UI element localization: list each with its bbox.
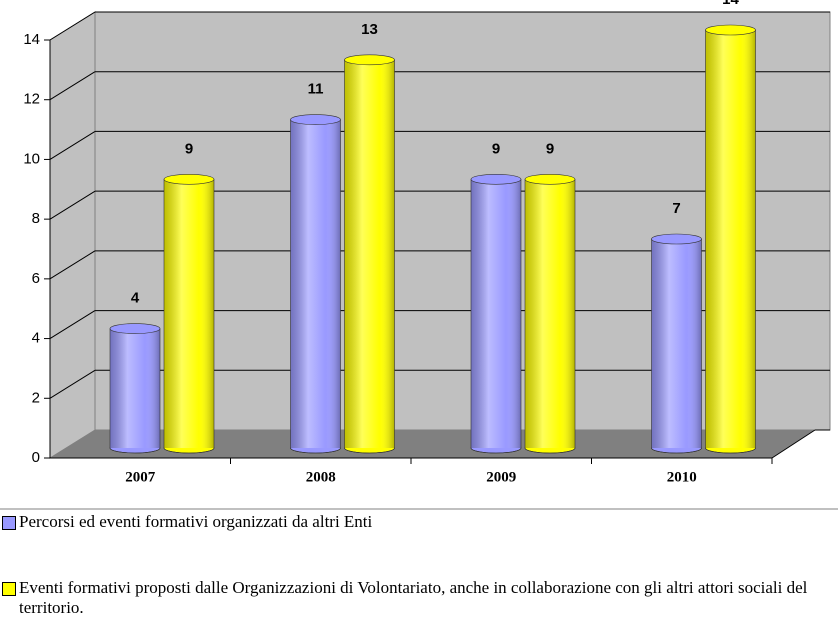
grid-line (49, 131, 96, 160)
bar-outline (290, 119, 341, 454)
grid-line (49, 250, 96, 280)
value-label: 9 (546, 140, 554, 157)
grid-line (49, 11, 96, 41)
value-label: 9 (185, 140, 193, 157)
grid-line (49, 369, 96, 399)
bar-shade (290, 119, 341, 449)
bar-shade (110, 328, 160, 448)
bar-outline (109, 328, 161, 454)
bar-top (705, 24, 756, 36)
y-tick-label: 0 (32, 449, 40, 466)
legend-label: Eventi formativi proposti dalle Organizz… (19, 578, 808, 617)
bar-outline (344, 59, 395, 454)
legend-item: Percorsi ed eventi formativi organizzati… (2, 512, 836, 532)
y-tick-label: 2 (32, 389, 40, 406)
bar-shade (705, 30, 756, 448)
bar-outline (470, 179, 522, 454)
x-tick-label: 2010 (667, 469, 697, 485)
grid-line (49, 71, 96, 101)
floor (50, 430, 815, 458)
bar-top (524, 173, 576, 185)
legend-swatch (2, 582, 16, 596)
legend-label: Percorsi ed eventi formativi organizzati… (19, 512, 373, 531)
value-label: 7 (672, 200, 680, 217)
bar-shade (525, 179, 575, 449)
value-label: 13 (361, 21, 378, 38)
bar-shade (344, 59, 395, 448)
x-tick-label: 2008 (306, 469, 336, 485)
chart: 0 2 4 6 8 10 12 14 2007 4 9 2008 11 13 2009 9 9 2010 7 14 (0, 0, 838, 510)
y-tick-label: 8 (32, 210, 40, 227)
bar-top (470, 173, 522, 185)
bar-top (290, 114, 341, 125)
grid-line (49, 310, 96, 339)
y-tick-label: 6 (32, 270, 40, 287)
bar-shade (651, 239, 702, 448)
floor-edge (771, 429, 816, 459)
value-label: 4 (131, 290, 140, 307)
bar-shade (164, 179, 214, 449)
bar-top (109, 323, 161, 334)
bar-outline (651, 239, 702, 454)
y-tick-label: 4 (32, 330, 40, 347)
value-label: 14 (722, 0, 739, 8)
value-label: 9 (492, 140, 500, 157)
y-tick-label: 14 (23, 31, 40, 48)
x-tick-label: 2009 (486, 469, 516, 485)
value-label: 11 (308, 81, 324, 98)
y-tick-label: 12 (23, 91, 40, 108)
grid-line (49, 190, 96, 220)
y-tick-label: 10 (23, 150, 40, 167)
bar-top (344, 54, 395, 66)
bar-outline (705, 30, 756, 454)
bar-shade (471, 179, 521, 449)
bar-top (163, 173, 215, 185)
legend-swatch (2, 516, 16, 530)
legend-item: Eventi formativi proposti dalle Organizz… (2, 578, 836, 618)
side-wall (49, 11, 96, 459)
bar-top (651, 233, 702, 245)
bar-outline (524, 179, 576, 454)
bar-outline (163, 179, 215, 454)
x-tick-label: 2007 (125, 469, 156, 485)
